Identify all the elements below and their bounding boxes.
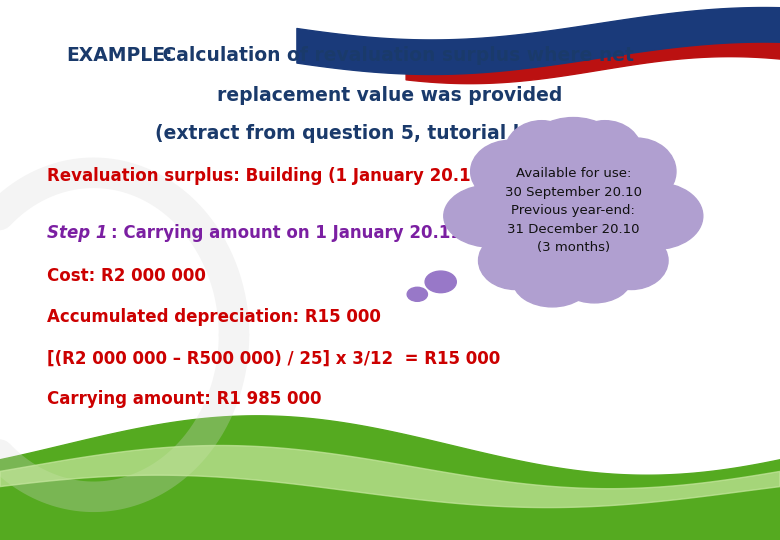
Ellipse shape (478, 232, 552, 289)
Circle shape (425, 271, 456, 293)
Text: Revaluation surplus: Building (1 January 20.11): Revaluation surplus: Building (1 January… (47, 167, 489, 185)
Ellipse shape (597, 138, 676, 205)
Text: replacement value was provided: replacement value was provided (218, 86, 562, 105)
Text: EXAMPLE:: EXAMPLE: (66, 46, 173, 65)
Ellipse shape (505, 120, 579, 183)
Ellipse shape (568, 120, 642, 183)
Text: : Carrying amount on 1 January 20.11:: : Carrying amount on 1 January 20.11: (111, 224, 468, 242)
Ellipse shape (478, 153, 668, 279)
Ellipse shape (594, 232, 668, 289)
Ellipse shape (470, 140, 550, 202)
Ellipse shape (444, 185, 538, 247)
Text: Calculation of revaluation surplus where net: Calculation of revaluation surplus where… (156, 46, 634, 65)
Text: Available for use:
30 September 20.10
Previous year-end:
31 December 20.10
(3 mo: Available for use: 30 September 20.10 Pr… (505, 167, 642, 254)
Text: Step 1: Step 1 (47, 224, 108, 242)
Ellipse shape (512, 253, 592, 307)
Text: Carrying amount: R1 985 000: Carrying amount: R1 985 000 (47, 390, 321, 408)
Text: [(R2 000 000 – R500 000) / 25] x 3/12  = R15 000: [(R2 000 000 – R500 000) / 25] x 3/12 = … (47, 349, 500, 367)
Ellipse shape (558, 254, 631, 303)
Circle shape (407, 287, 427, 301)
Ellipse shape (608, 183, 703, 249)
Ellipse shape (529, 118, 618, 176)
Text: Cost: R2 000 000: Cost: R2 000 000 (47, 267, 206, 285)
Text: Accumulated depreciation: R15 000: Accumulated depreciation: R15 000 (47, 308, 381, 326)
Text: (extract from question 5, tutorial letter 102): (extract from question 5, tutorial lette… (154, 124, 626, 143)
